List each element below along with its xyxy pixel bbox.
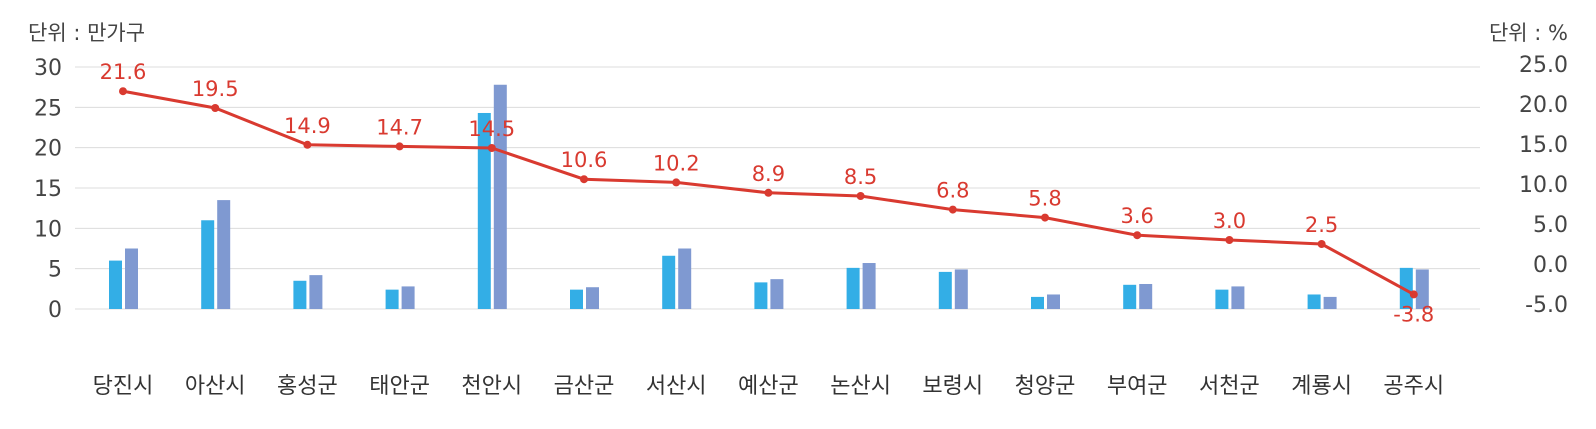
category-label: 서천군 (1199, 374, 1260, 399)
right-tick-label: 10.0 (1519, 173, 1568, 198)
bar (862, 263, 876, 309)
bar (1231, 286, 1245, 309)
bar (1323, 296, 1337, 309)
bar (309, 275, 323, 309)
line-point (395, 142, 404, 151)
data-label: 14.7 (376, 115, 423, 139)
left-tick-label: 30 (34, 56, 62, 81)
right-tick-label: 15.0 (1519, 133, 1568, 158)
category-label: 금산군 (554, 374, 615, 399)
data-label: 19.5 (192, 77, 239, 101)
grid-lines (75, 66, 1480, 310)
data-label: 5.8 (1028, 187, 1061, 211)
right-tick-label: 5.0 (1533, 213, 1568, 238)
category-label: 계룡시 (1291, 374, 1352, 399)
category-label: 태안군 (369, 374, 430, 399)
left-tick-label: 5 (48, 258, 62, 283)
bar (1399, 267, 1413, 309)
category-label: 논산시 (830, 374, 891, 399)
data-label: 10.6 (561, 148, 608, 172)
data-label: 8.9 (752, 162, 785, 186)
bar (1307, 294, 1321, 309)
bar (385, 289, 399, 309)
data-label: 2.5 (1305, 213, 1338, 237)
category-label: 아산시 (185, 374, 246, 399)
line-point (119, 87, 127, 96)
bar (401, 286, 415, 309)
bar (846, 267, 860, 309)
line-point (303, 140, 312, 149)
bar (586, 287, 599, 309)
category-label: 보령시 (922, 374, 983, 399)
data-label: 8.5 (844, 165, 877, 189)
bar (1123, 284, 1137, 309)
right-tick-label: 25.0 (1519, 53, 1568, 78)
bar (293, 280, 307, 309)
bar (770, 279, 784, 309)
right-tick-label: -5.0 (1525, 293, 1568, 318)
bar (954, 269, 968, 309)
line-point (1317, 240, 1326, 248)
category-label: 서산시 (646, 374, 707, 399)
left-tick-label: 25 (34, 96, 62, 121)
data-label: 3.0 (1213, 209, 1246, 233)
bar (109, 260, 122, 309)
bar (1047, 294, 1060, 309)
bar (1031, 296, 1044, 309)
category-label: 공주시 (1383, 374, 1444, 399)
bar (493, 84, 507, 309)
left-tick-label: 15 (34, 177, 62, 202)
line-point (672, 178, 681, 187)
line-point (1409, 290, 1418, 299)
left-axis-ticks: 0 5 10 15 20 25 30 (34, 56, 62, 323)
bar (662, 255, 676, 309)
data-label: -3.8 (1393, 302, 1434, 326)
left-tick-label: 10 (34, 217, 62, 242)
left-axis-unit: 단위 : 만가구 (28, 21, 145, 45)
category-label: 예산군 (738, 374, 799, 399)
category-labels: 당진시 아산시 홍성군 태안군 천안시 금산군 서산시 예산군 논산시 보령시 청양군 부여군 서천군 계… (93, 374, 1445, 399)
bar (201, 220, 215, 309)
right-axis-unit: 단위 : % (1489, 21, 1568, 45)
data-label: 14.5 (468, 117, 515, 141)
line-point (1133, 231, 1142, 240)
data-label: 3.6 (1120, 204, 1153, 228)
bar-series (109, 84, 1429, 309)
category-label: 천안시 (461, 374, 522, 399)
bar (217, 200, 231, 309)
left-tick-label: 20 (34, 137, 62, 162)
line-point (1041, 213, 1049, 222)
data-label: 14.9 (284, 114, 331, 138)
line-point (948, 205, 957, 214)
category-label: 당진시 (93, 374, 154, 399)
line-point (764, 188, 773, 197)
bar (938, 271, 952, 309)
line-point (211, 104, 220, 112)
category-label: 청양군 (1015, 374, 1076, 399)
bar (125, 248, 138, 309)
bar (1415, 269, 1429, 309)
bar (1215, 289, 1229, 309)
line-series: 21.6 19.5 14.9 14.7 14.5 10.6 10.2 8.9 8.5 6.8 5.8… (100, 60, 1435, 326)
bar (754, 282, 768, 309)
right-tick-label: 0.0 (1533, 253, 1568, 278)
category-label: 부여군 (1107, 374, 1168, 399)
data-label: 21.6 (100, 60, 147, 84)
right-tick-label: 20.0 (1519, 93, 1568, 118)
left-tick-label: 0 (48, 298, 62, 323)
bar (570, 289, 583, 309)
bar (678, 248, 692, 309)
bar (1139, 283, 1153, 309)
line-point (487, 144, 496, 152)
data-label: 6.8 (936, 179, 969, 203)
right-axis-ticks: -5.0 0.0 5.0 10.0 15.0 20.0 25.0 (1519, 53, 1568, 318)
line-point (1225, 236, 1234, 244)
line-point (580, 175, 588, 184)
line-point (856, 192, 865, 200)
category-label: 홍성군 (277, 374, 338, 399)
data-label: 10.2 (653, 151, 700, 175)
bar (477, 112, 491, 309)
